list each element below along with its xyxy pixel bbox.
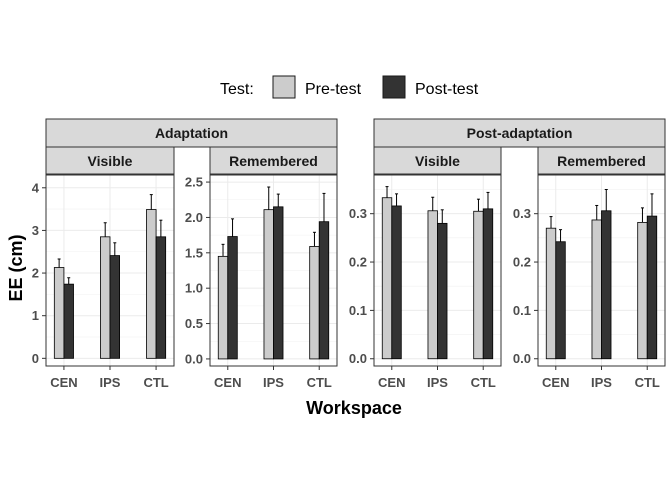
- y-tick-label: 0.3: [513, 206, 531, 221]
- x-axis-title: Workspace: [306, 398, 402, 418]
- bar-pre-test-ips: [100, 236, 111, 359]
- x-tick-label-ctl: CTL: [635, 375, 660, 390]
- x-tick-label-ctl: CTL: [143, 375, 168, 390]
- bar-pre-test-ips: [427, 210, 438, 360]
- y-tick-label: 2.0: [185, 210, 203, 225]
- y-tick-label: 0.3: [349, 206, 367, 221]
- x-tick-label-cen: CEN: [378, 375, 405, 390]
- legend: Test: Pre-test Post-test: [220, 75, 479, 99]
- legend-title: Test:: [220, 81, 254, 98]
- x-tick-label-cen: CEN: [542, 375, 569, 390]
- legend-label-post-test: Post-test: [415, 81, 479, 98]
- y-tick-label: 3: [32, 223, 39, 238]
- y-tick-label: 4: [32, 180, 40, 195]
- bar-post-test-ips: [109, 255, 121, 359]
- bar-post-test-ctl: [155, 236, 167, 359]
- panel-border: [373, 174, 502, 367]
- bar-pre-test-cen: [545, 227, 557, 360]
- bar-post-test-cen: [227, 236, 238, 360]
- x-tick-label-ctl: CTL: [307, 375, 332, 390]
- panel-border: [45, 174, 175, 367]
- bar-post-test-ips: [273, 206, 284, 360]
- y-tick-label: 0.0: [185, 351, 203, 366]
- panel-strip-label: Visible: [88, 153, 133, 169]
- legend-label-pre-test: Pre-test: [305, 81, 362, 98]
- y-tick-label: 1: [32, 308, 39, 323]
- facet-group-post-adaptation: Post-adaptation Visible 0.0 0.1 0.2 0.3 CEN IPS…: [349, 118, 666, 390]
- panel-strip-label: Remembered: [229, 153, 318, 169]
- y-tick-label: 0.2: [513, 255, 531, 270]
- legend-key-pre-test: [272, 75, 296, 99]
- bar-post-test-ips: [601, 210, 612, 360]
- group-strip-post-adaptation: [373, 118, 666, 148]
- y-tick-label: 0.0: [513, 351, 531, 366]
- panel-strip-label: Remembered: [557, 153, 646, 169]
- bar-pre-test-cen: [381, 197, 393, 360]
- y-axis-title: EE (cm): [6, 234, 26, 301]
- panel-strip: [537, 146, 666, 175]
- group-strip-label: Adaptation: [155, 125, 228, 141]
- panel-post-adaptation-visible: Visible 0.0 0.1 0.2 0.3 CEN IPS CTL: [349, 146, 502, 390]
- y-tick-label: 2.5: [185, 175, 203, 190]
- y-tick-label: 0.2: [349, 255, 367, 270]
- y-tick-label: 1.5: [185, 245, 203, 260]
- y-tick-label: 0.5: [185, 316, 203, 331]
- panel-strip: [373, 146, 502, 175]
- bar-pre-test-ctl: [309, 246, 320, 360]
- bar-post-test-cen: [391, 205, 402, 360]
- panel-post-adaptation-remembered: Remembered 0.0 0.1 0.2 0.3 CEN IPS CTL: [513, 146, 666, 390]
- bar-post-test-ctl: [318, 221, 330, 360]
- bar-post-test-ctl: [482, 208, 494, 360]
- group-strip-label: Post-adaptation: [467, 125, 573, 141]
- legend-key-post-test: [382, 75, 406, 99]
- x-tick-label-ips: IPS: [263, 375, 284, 390]
- bar-pre-test-ctl: [473, 210, 484, 360]
- y-tick-label: 0.1: [349, 303, 367, 318]
- y-tick-label: 0.1: [513, 303, 531, 318]
- x-tick-label-ips: IPS: [591, 375, 612, 390]
- panel-strip: [209, 146, 338, 175]
- y-tick-label: 0.0: [349, 351, 367, 366]
- bar-post-test-ctl: [646, 215, 658, 360]
- x-tick-label-cen: CEN: [50, 375, 77, 390]
- x-tick-label-ips: IPS: [427, 375, 448, 390]
- y-tick-label: 2: [32, 266, 39, 281]
- bar-post-test-ips: [437, 222, 448, 360]
- bar-pre-test-ctl: [146, 209, 157, 359]
- x-tick-label-ips: IPS: [100, 375, 121, 390]
- y-tick-label: 1.0: [185, 281, 203, 296]
- bar-pre-test-ctl: [637, 221, 648, 360]
- bar-post-test-cen: [63, 283, 74, 359]
- bar-post-test-cen: [555, 241, 566, 360]
- bar-pre-test-cen: [217, 255, 229, 360]
- bar-pre-test-cen: [53, 267, 65, 359]
- y-tick-label: 0: [32, 351, 39, 366]
- panel-strip: [45, 146, 175, 175]
- x-tick-label-cen: CEN: [214, 375, 241, 390]
- group-strip-adaptation: [45, 118, 338, 148]
- panel-border: [537, 174, 666, 367]
- bar-pre-test-ips: [263, 209, 274, 360]
- x-tick-label-ctl: CTL: [471, 375, 496, 390]
- panel-adaptation-remembered: Remembered 0.0 0.5 1.0 1.5 2.0 2.5 CEN IPS CTL: [185, 146, 338, 390]
- panel-adaptation-visible: Visible 0 1 2 3 4 CEN IPS CTL: [32, 146, 175, 390]
- panel-strip-label: Visible: [415, 153, 460, 169]
- bar-pre-test-ips: [591, 219, 602, 360]
- panel-border: [209, 174, 338, 367]
